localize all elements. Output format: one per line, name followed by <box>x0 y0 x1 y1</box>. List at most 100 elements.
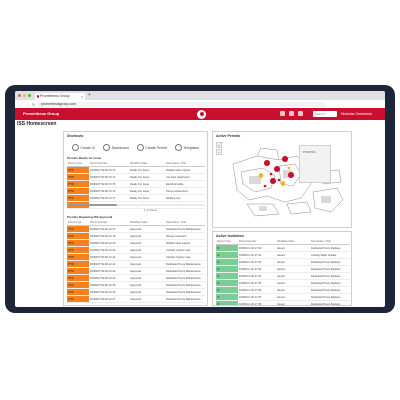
column-header[interactable]: Workflow State <box>276 239 310 245</box>
reload-icon[interactable]: ⟳ <box>32 101 36 107</box>
description-cell: Welded steel support <box>165 166 205 174</box>
window-controls <box>18 94 31 97</box>
map-pin-icon[interactable] <box>288 172 294 182</box>
notifications-icon[interactable] <box>280 111 285 116</box>
table-row[interactable]: PTW DORD-PTW-00-12-24 Approved Dedicated Pu… <box>67 274 205 282</box>
shortcut-templates[interactable]: Templates <box>174 144 200 151</box>
shortcut-create-ic[interactable]: Create IC <box>71 144 96 151</box>
column-header[interactable]: Permit Type <box>67 220 89 226</box>
workflow-state-cell: Approved <box>129 246 165 254</box>
help-icon[interactable] <box>289 111 294 116</box>
new-tab-button[interactable]: + <box>88 92 91 98</box>
shortcut-label: Templates <box>183 145 200 150</box>
table-row[interactable]: PTW DORD-PTW-00-72-76 Ready For Issue Pump … <box>67 187 205 195</box>
description-cell: Dedicated Pump Replace <box>310 293 350 301</box>
map-pin-icon[interactable] <box>282 156 288 166</box>
table-row[interactable]: IC DORD-IC-00-17-57 Issued Dedicated Pump R… <box>216 293 350 301</box>
table-row[interactable]: PTW DORD-PTW-00-12-18 Approved Flange inspe… <box>67 232 205 240</box>
user-menu[interactable]: Nicholas Greenland <box>341 111 372 116</box>
scrollbar-thumb[interactable] <box>67 204 117 206</box>
table-row[interactable]: PTW DORD-PTW-00-12-17 Approved Dedicated Pu… <box>67 225 205 233</box>
column-header[interactable]: Description / Title <box>165 161 205 167</box>
map-pin-icon[interactable] <box>280 181 286 189</box>
table-row[interactable]: PTW DORD-PTW-00-12-25 Approved Dedicated Pu… <box>67 281 205 289</box>
maximize-window-icon[interactable] <box>28 94 31 97</box>
zoom-out-button[interactable]: − <box>216 149 222 155</box>
column-header[interactable]: Permit Number <box>89 161 129 167</box>
shortcut-create-permit[interactable]: Create Permit <box>136 144 167 151</box>
nav-buttons: ← → ⟳ <box>18 102 35 107</box>
table-row[interactable]: PTW DORD-PTW-00-72-74 Ready For Issue Cut s… <box>67 173 205 181</box>
zoom-in-button[interactable]: + <box>216 142 222 148</box>
map-pin-icon[interactable] <box>274 166 280 176</box>
description-cell: Dedicated Pump Maintenance <box>165 295 205 303</box>
shortcut-label: Create IC <box>80 145 96 150</box>
permit-number-cell: DORD-PTW-00-12-17 <box>89 225 129 233</box>
shortcut-list: Create IC Dashboard Create Permit Templa… <box>68 144 203 151</box>
permit-number-cell: DORD-PTW-00-12-20 <box>89 246 129 254</box>
permit-number-cell: DORD-PTW-00-12-22 <box>89 260 129 268</box>
table-row[interactable]: PTW DORD-PTW-00-72-77 Ready For Issue Weldi… <box>67 194 205 202</box>
browser-tab[interactable]: Prometheus Group × <box>35 93 85 100</box>
table-row[interactable]: IC DORD-IC-00-17-53 Issued Dedicated Pump R… <box>216 265 350 273</box>
settings-icon[interactable] <box>298 111 303 116</box>
table-row[interactable]: PTW DORD-PTW-00-12-27 Approved Dedicated Pu… <box>67 295 205 303</box>
table-row[interactable]: PTW DORD-PTW-00-72-73 Ready For Issue Welde… <box>67 166 205 174</box>
table-row[interactable]: IC DORD-IC-00-17-54 Issued Dedicated Pump R… <box>216 272 350 280</box>
status-cell: PTW <box>67 260 89 268</box>
permit-number-cell: DORD-IC-00-17-54 <box>238 272 276 280</box>
table-row[interactable]: IC DORD-IC-00-17-52 Issued Dedicated Pump R… <box>216 258 350 266</box>
permit-number-cell: DORD-IC-00-17-57 <box>238 293 276 301</box>
workflow-state-cell: Issued <box>276 244 310 252</box>
status-cell: PTW <box>67 239 89 247</box>
map-pin-icon[interactable] <box>258 173 264 181</box>
table-row[interactable]: PTW DORD-PTW-00-12-26 Approved Dedicated Pu… <box>67 288 205 296</box>
url-input[interactable]: prometheusgroup.com <box>37 101 327 107</box>
table-row[interactable]: IC DORD-IC-00-17-55 Issued Dedicated Pump R… <box>216 279 350 287</box>
table-row[interactable]: IC DORD-IC-00-17-50 Issued Dedicated Pump R… <box>216 244 350 252</box>
browser-tab-bar: Prometheus Group × + <box>15 91 385 100</box>
column-header[interactable]: Permit Number <box>89 220 129 226</box>
map-marker-icon[interactable] <box>263 184 267 188</box>
templates-icon <box>174 144 182 151</box>
pagination[interactable]: 1 of 8 ▸ ▸| <box>144 208 157 212</box>
back-arrow-icon[interactable]: ← <box>18 101 22 107</box>
column-header[interactable]: Workflow State <box>129 220 165 226</box>
forward-arrow-icon[interactable]: → <box>25 101 29 107</box>
description-cell: Welded steel support <box>165 239 205 247</box>
permit-number-cell: DORD-PTW-00-12-25 <box>89 281 129 289</box>
map-marker-icon[interactable] <box>277 178 281 182</box>
table-row[interactable]: PTW DORD-PTW-00-12-21 Approved Cylinder Sys… <box>67 253 205 261</box>
column-header[interactable]: Description / Title <box>165 220 205 226</box>
column-header[interactable]: Permit Type <box>67 161 89 167</box>
workflow-state-cell: Issued <box>276 265 310 273</box>
header-icons <box>280 111 303 116</box>
column-header[interactable]: Description / Title <box>310 239 350 245</box>
workflow-state-cell: Issued <box>276 286 310 294</box>
table-row[interactable]: PTW DORD-PTW-00-12-23 Approved Dedicated Pu… <box>67 267 205 275</box>
shortcut-dashboard[interactable]: Dashboard <box>103 144 129 151</box>
table-row[interactable]: IC DORD-IC-00-17-51 Issued Cooling Water Ga… <box>216 251 350 259</box>
status-cell: IC <box>216 265 238 273</box>
table-row[interactable]: PTW DORD-PTW-00-12-19 Approved Welded steel… <box>67 239 205 247</box>
page-title: ISS Homescreen <box>17 121 57 127</box>
minimize-window-icon[interactable] <box>23 94 26 97</box>
column-header[interactable]: Permit Number <box>238 239 276 245</box>
map-marker-icon[interactable] <box>269 172 273 176</box>
column-header[interactable]: Workflow State <box>129 161 165 167</box>
status-cell: IC <box>216 300 238 305</box>
table-row[interactable]: IC DORD-IC-00-17-56 Issued Dedicated Pump R… <box>216 286 350 294</box>
horizontal-scrollbar[interactable] <box>67 204 205 206</box>
map-pin-icon[interactable] <box>264 160 270 170</box>
column-header[interactable]: Permit Type <box>216 239 238 245</box>
table-row[interactable]: IC DORD-IC-00-17-58 Issued Dedicated Pump R… <box>216 300 350 305</box>
map-marker-icon[interactable] <box>287 166 291 170</box>
table-row[interactable]: PTW DORD-PTW-00-72-75 Ready For Issue Elect… <box>67 180 205 188</box>
company-logo-icon[interactable] <box>197 109 206 119</box>
tab-close-icon[interactable]: × <box>80 94 83 99</box>
close-window-icon[interactable] <box>18 94 21 97</box>
search-input[interactable]: Search <box>313 111 337 117</box>
map-pin-icon[interactable] <box>270 178 276 188</box>
table-row[interactable]: PTW DORD-PTW-00-12-20 Approved Cylinder Sys… <box>67 246 205 254</box>
table-row[interactable]: PTW DORD-PTW-00-12-22 Approved Dedicated Pu… <box>67 260 205 268</box>
